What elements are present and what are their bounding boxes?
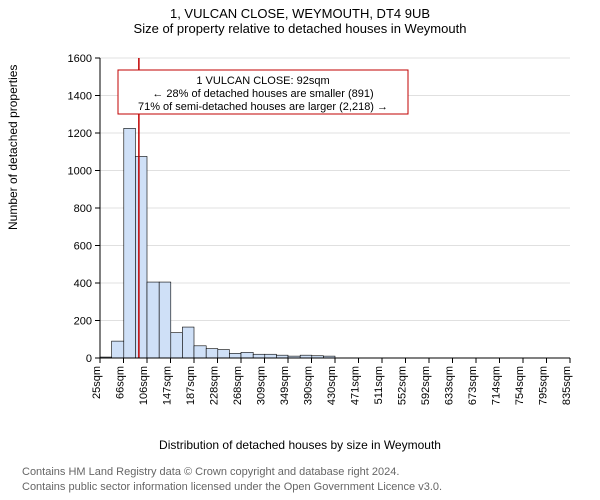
annotation-line-1: 1 VULCAN CLOSE: 92sqm bbox=[196, 75, 329, 87]
x-ticks: 25sqm 66sqm 106sqm 147sqm 187sqm 228sqm 268sqm… bbox=[91, 358, 573, 405]
svg-text:800: 800 bbox=[74, 203, 92, 215]
annotation-line-2: ← 28% of detached houses are smaller (89… bbox=[152, 88, 373, 100]
svg-text:633sqm: 633sqm bbox=[444, 366, 456, 405]
footer-attribution: Contains HM Land Registry data © Crown c… bbox=[22, 465, 442, 494]
bar bbox=[147, 282, 159, 358]
svg-text:349sqm: 349sqm bbox=[279, 366, 291, 405]
bar bbox=[206, 349, 218, 358]
svg-text:1200: 1200 bbox=[68, 128, 92, 140]
x-axis-label: Distribution of detached houses by size … bbox=[0, 438, 600, 452]
svg-text:147sqm: 147sqm bbox=[162, 366, 174, 405]
svg-text:187sqm: 187sqm bbox=[185, 366, 197, 405]
svg-text:106sqm: 106sqm bbox=[138, 366, 150, 405]
svg-text:600: 600 bbox=[74, 241, 92, 253]
svg-text:309sqm: 309sqm bbox=[256, 366, 268, 405]
bar bbox=[265, 354, 277, 358]
bar bbox=[159, 282, 171, 358]
svg-text:390sqm: 390sqm bbox=[303, 366, 315, 405]
svg-text:471sqm: 471sqm bbox=[350, 366, 362, 405]
svg-text:1600: 1600 bbox=[68, 53, 92, 65]
svg-text:1400: 1400 bbox=[68, 91, 92, 103]
page-title-1: 1, VULCAN CLOSE, WEYMOUTH, DT4 9UB bbox=[0, 6, 600, 21]
bar bbox=[182, 327, 194, 358]
svg-text:66sqm: 66sqm bbox=[115, 366, 127, 399]
svg-text:1000: 1000 bbox=[68, 166, 92, 178]
bar bbox=[241, 352, 253, 358]
footer-line-2: Contains public sector information licen… bbox=[22, 480, 442, 494]
svg-text:714sqm: 714sqm bbox=[491, 366, 503, 405]
bars bbox=[100, 128, 335, 358]
svg-text:228sqm: 228sqm bbox=[209, 366, 221, 405]
svg-text:795sqm: 795sqm bbox=[538, 366, 550, 405]
svg-text:592sqm: 592sqm bbox=[420, 366, 432, 405]
bar bbox=[229, 353, 241, 358]
svg-text:430sqm: 430sqm bbox=[326, 366, 338, 405]
svg-text:511sqm: 511sqm bbox=[373, 366, 385, 404]
bar bbox=[171, 333, 183, 358]
bar bbox=[124, 128, 136, 358]
bar bbox=[253, 354, 265, 358]
svg-text:200: 200 bbox=[74, 316, 92, 328]
bar bbox=[112, 341, 124, 358]
svg-text:552sqm: 552sqm bbox=[397, 366, 409, 405]
bar bbox=[135, 156, 147, 358]
bar bbox=[218, 350, 230, 358]
svg-text:25sqm: 25sqm bbox=[91, 366, 103, 399]
y-axis-label: Number of detached properties bbox=[6, 65, 20, 230]
annotation-line-3: 71% of semi-detached houses are larger (… bbox=[138, 101, 388, 113]
y-ticks: 0 200 400 600 800 1000 1200 1400 1600 bbox=[68, 53, 100, 365]
page-title-2: Size of property relative to detached ho… bbox=[0, 21, 600, 36]
svg-text:673sqm: 673sqm bbox=[467, 366, 479, 405]
footer-line-1: Contains HM Land Registry data © Crown c… bbox=[22, 465, 442, 479]
svg-text:268sqm: 268sqm bbox=[232, 366, 244, 405]
histogram-chart: 0 200 400 600 800 1000 1200 1400 1600 25sqm 66sqm 1… bbox=[60, 48, 580, 418]
svg-text:754sqm: 754sqm bbox=[514, 366, 526, 405]
svg-text:400: 400 bbox=[74, 278, 92, 290]
bar bbox=[194, 346, 206, 358]
svg-text:0: 0 bbox=[86, 353, 92, 365]
svg-text:835sqm: 835sqm bbox=[561, 366, 573, 405]
